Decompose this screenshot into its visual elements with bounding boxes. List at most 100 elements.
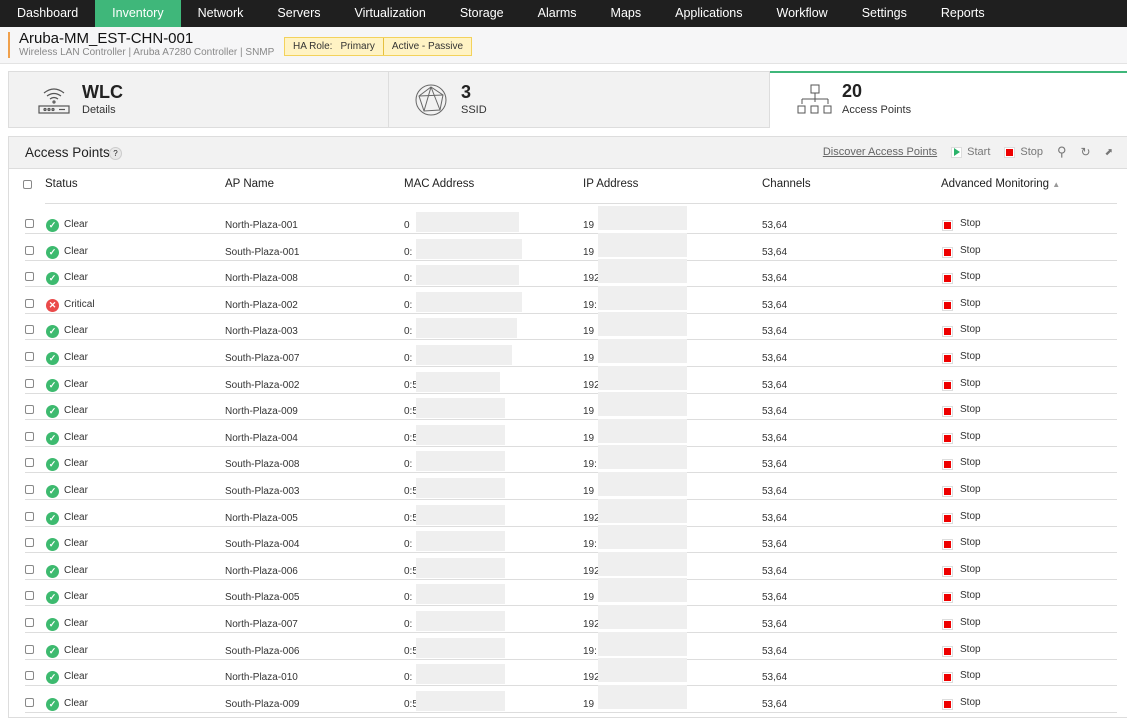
card-ssid[interactable]: 3 SSID: [389, 71, 770, 128]
stop-icon[interactable]: [942, 459, 953, 471]
row-checkbox[interactable]: [25, 352, 34, 361]
col-status[interactable]: Status: [45, 178, 78, 190]
stop-icon[interactable]: [942, 512, 953, 524]
stop-icon[interactable]: [942, 698, 953, 710]
advanced-monitoring-stop[interactable]: Stop: [960, 484, 981, 495]
refresh-icon[interactable]: ↻: [1080, 145, 1091, 159]
sort-icon[interactable]: ▲: [1052, 180, 1061, 189]
stop-icon[interactable]: [942, 592, 953, 604]
col-mac[interactable]: MAC Address: [404, 178, 475, 190]
ap-name[interactable]: South-Plaza-004: [225, 539, 300, 551]
advanced-monitoring-stop[interactable]: Stop: [960, 670, 981, 682]
stop-icon[interactable]: [942, 220, 953, 231]
col-ap-name[interactable]: AP Name: [225, 178, 275, 190]
advanced-monitoring-stop[interactable]: Stop: [960, 430, 981, 442]
discover-access-points-link[interactable]: Discover Access Points: [822, 146, 938, 158]
advanced-monitoring-stop[interactable]: Stop: [960, 244, 981, 256]
table-row[interactable]: ✓ Clear North-Plaza-003 0: 19 53,64 Stop: [9, 312, 1127, 351]
ap-name[interactable]: South-Plaza-009: [225, 698, 300, 710]
ap-name[interactable]: South-Plaza-006: [225, 645, 300, 657]
ap-name[interactable]: North-Plaza-001: [225, 220, 298, 231]
col-channels[interactable]: Channels: [762, 178, 811, 190]
stop-icon[interactable]: [942, 539, 953, 551]
advanced-monitoring-stop[interactable]: Stop: [960, 617, 981, 628]
table-row[interactable]: ✓ Clear South-Plaza-003 0:5 19 53,64 Stop: [9, 472, 1127, 511]
table-row[interactable]: ✓ Clear South-Plaza-005 0: 19 53,64 Stop: [9, 578, 1127, 617]
select-all-checkbox[interactable]: [23, 180, 32, 189]
advanced-monitoring-stop[interactable]: Stop: [960, 324, 981, 336]
row-checkbox[interactable]: [25, 618, 34, 627]
ap-name[interactable]: South-Plaza-008: [225, 459, 300, 471]
row-checkbox[interactable]: [25, 378, 34, 388]
advanced-monitoring-stop[interactable]: Stop: [960, 537, 981, 549]
table-row[interactable]: ✓ Clear South-Plaza-004 0: 19: 53,64 Stop: [9, 525, 1127, 564]
stop-icon[interactable]: [942, 406, 953, 418]
col-advanced-monitoring[interactable]: Advanced Monitoring ▲: [941, 178, 1060, 190]
ap-name[interactable]: North-Plaza-008: [225, 273, 298, 285]
advanced-monitoring-stop[interactable]: Stop: [960, 457, 981, 469]
card-wlc[interactable]: WLC Details: [8, 71, 389, 128]
row-checkbox[interactable]: [25, 272, 34, 282]
table-row[interactable]: ✓ Clear South-Plaza-006 0:5 19: 53,64 Stop: [9, 631, 1127, 671]
ap-name[interactable]: North-Plaza-003: [225, 326, 298, 338]
nav-servers[interactable]: Servers: [277, 6, 321, 20]
ap-name[interactable]: South-Plaza-002: [225, 379, 300, 391]
nav-settings[interactable]: Settings: [861, 6, 907, 20]
advanced-monitoring-stop[interactable]: Stop: [960, 643, 981, 655]
stop-icon[interactable]: [942, 273, 953, 285]
row-checkbox[interactable]: [25, 697, 34, 707]
advanced-monitoring-stop[interactable]: Stop: [960, 510, 981, 522]
row-checkbox[interactable]: [25, 325, 34, 335]
advanced-monitoring-stop[interactable]: Stop: [960, 563, 981, 575]
table-row[interactable]: ✓ Clear South-Plaza-007 0: 19 53,64 Stop: [9, 339, 1127, 378]
row-checkbox[interactable]: [25, 644, 34, 654]
advanced-monitoring-stop[interactable]: Stop: [960, 377, 981, 389]
nav-workflow[interactable]: Workflow: [776, 6, 828, 20]
table-row[interactable]: ✓ Clear South-Plaza-008 0: 19: 53,64 Stop: [9, 445, 1127, 484]
stop-icon[interactable]: [942, 432, 953, 444]
advanced-monitoring-stop[interactable]: Stop: [960, 351, 981, 362]
table-row[interactable]: ✓ Clear North-Plaza-004 0:5 19 53,64 Stop: [9, 418, 1127, 458]
table-row[interactable]: ✕ Critical North-Plaza-002 0: 19: 53,64 Stop: [9, 285, 1127, 325]
ap-name[interactable]: North-Plaza-010: [225, 672, 298, 684]
nav-inventory[interactable]: Inventory: [95, 0, 181, 27]
row-checkbox[interactable]: [25, 219, 34, 228]
advanced-monitoring-stop[interactable]: Stop: [960, 271, 981, 283]
table-row[interactable]: ✓ Clear North-Plaza-010 0: 192 53,64 Stop: [9, 658, 1127, 697]
row-checkbox[interactable]: [25, 405, 34, 415]
stop-icon[interactable]: [942, 645, 953, 657]
ap-name[interactable]: North-Plaza-004: [225, 432, 298, 444]
stop-icon[interactable]: [942, 299, 953, 311]
ap-name[interactable]: North-Plaza-005: [225, 512, 298, 524]
table-row[interactable]: ✓ Clear South-Plaza-001 0: 19 53,64 Stop: [9, 232, 1127, 272]
expand-icon[interactable]: ⬈: [1104, 146, 1113, 158]
stop-button[interactable]: Stop: [1004, 146, 1043, 158]
stop-icon[interactable]: [942, 379, 953, 391]
ap-name[interactable]: North-Plaza-007: [225, 619, 298, 630]
row-checkbox[interactable]: [25, 511, 34, 521]
row-checkbox[interactable]: [25, 485, 34, 494]
row-checkbox[interactable]: [25, 298, 34, 308]
row-checkbox[interactable]: [25, 431, 34, 441]
col-ip[interactable]: IP Address: [583, 178, 639, 190]
table-row[interactable]: ✓ Clear North-Plaza-001 0 19 53,64 Stop: [9, 206, 1127, 245]
row-checkbox[interactable]: [25, 564, 34, 574]
table-row[interactable]: ✓ Clear North-Plaza-008 0: 192 53,64 Stop: [9, 259, 1127, 298]
nav-storage[interactable]: Storage: [459, 6, 504, 20]
ap-name[interactable]: South-Plaza-001: [225, 246, 300, 258]
row-checkbox[interactable]: [25, 538, 34, 548]
nav-maps[interactable]: Maps: [610, 6, 642, 20]
stop-icon[interactable]: [942, 486, 953, 497]
ap-name[interactable]: North-Plaza-006: [225, 565, 298, 577]
advanced-monitoring-stop[interactable]: Stop: [960, 404, 981, 416]
ap-name[interactable]: South-Plaza-007: [225, 353, 300, 364]
nav-virtualization[interactable]: Virtualization: [354, 6, 426, 20]
stop-icon[interactable]: [942, 246, 953, 258]
search-icon[interactable]: ⚲: [1057, 144, 1067, 159]
row-checkbox[interactable]: [25, 458, 34, 468]
table-row[interactable]: ✓ Clear North-Plaza-005 0:5 192 53,64 Stop: [9, 498, 1127, 538]
advanced-monitoring-stop[interactable]: Stop: [960, 218, 981, 229]
table-row[interactable]: ✓ Clear North-Plaza-006 0:5 192. 53,64 Stop: [9, 551, 1127, 591]
table-row[interactable]: ✓ Clear South-Plaza-009 0:5 19 53,64 Stop: [9, 684, 1127, 724]
ap-name[interactable]: North-Plaza-002: [225, 299, 298, 311]
